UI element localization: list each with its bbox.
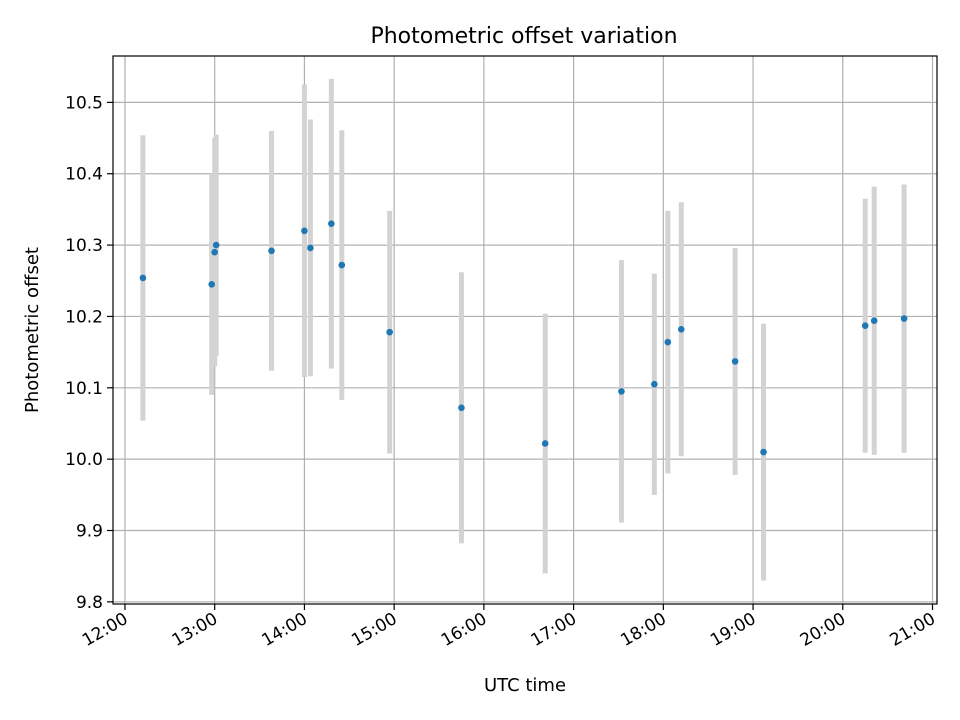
plot-frame (112, 55, 938, 605)
y-tick-label: 10.2 (65, 307, 103, 327)
data-point (386, 328, 393, 336)
data-point (139, 274, 147, 282)
data-point (664, 338, 672, 346)
data-point (731, 358, 739, 365)
data-point (211, 248, 218, 256)
data-point (458, 404, 465, 412)
data-point (301, 227, 308, 235)
data-point (651, 380, 658, 388)
data-point (900, 315, 908, 322)
y-tick-label: 9.9 (76, 522, 103, 542)
y-tick-label: 10.3 (65, 236, 103, 256)
y-tick-label: 10.5 (65, 93, 103, 113)
data-point (307, 244, 314, 252)
y-tick-label: 10.1 (65, 379, 103, 399)
data-point (618, 388, 625, 395)
y-axis-label: Photometric offset (22, 247, 43, 413)
data-point (861, 322, 869, 330)
data-point (208, 281, 216, 288)
data-point (212, 241, 220, 249)
data-point (541, 440, 549, 447)
y-tick-label: 9.8 (76, 593, 103, 613)
data-point (760, 448, 767, 456)
y-tick-label: 10.4 (65, 165, 103, 185)
y-tick-label: 10.0 (65, 450, 103, 470)
point-layer (139, 220, 908, 456)
data-point (870, 317, 878, 325)
data-point (328, 220, 335, 227)
data-point (338, 261, 346, 269)
data-point (677, 325, 685, 333)
x-axis-label: UTC time (484, 675, 566, 696)
chart-title: Photometric offset variation (370, 24, 677, 49)
data-point (268, 247, 275, 255)
